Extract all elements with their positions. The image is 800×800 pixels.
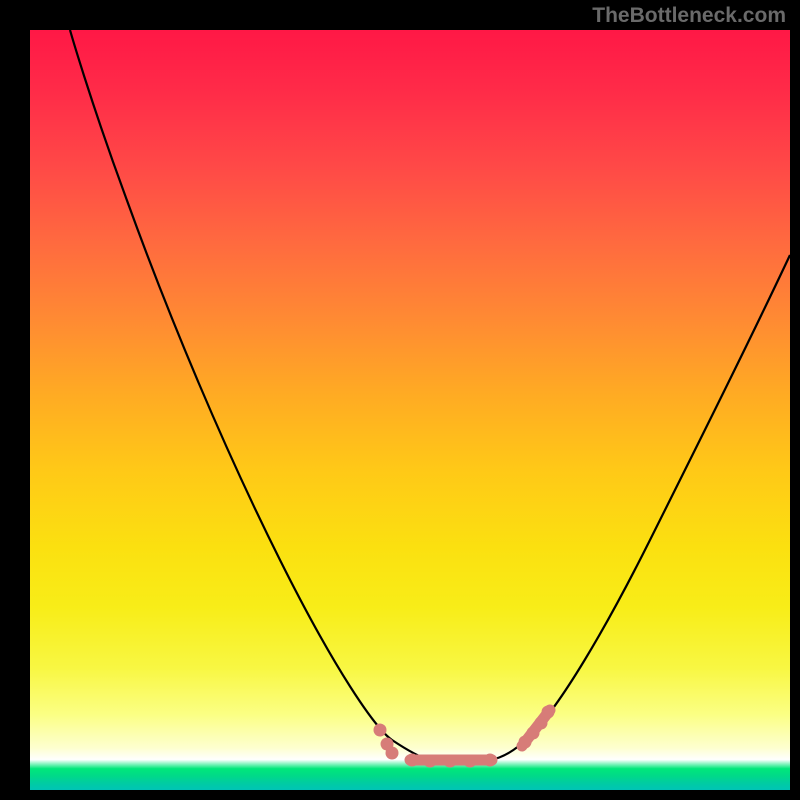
marker-dot [535,717,548,730]
marker-dot [542,706,555,719]
bottleneck-curve [70,30,790,760]
curve-layer [30,30,790,790]
marker-dot [424,755,437,768]
marker-dot [386,747,399,760]
marker-dot [484,754,497,767]
watermark-text: TheBottleneck.com [592,4,786,28]
marker-dot [406,754,419,767]
marker-dot [464,755,477,768]
marker-dot [444,755,457,768]
plot-area [30,30,790,790]
marker-dot [374,724,387,737]
